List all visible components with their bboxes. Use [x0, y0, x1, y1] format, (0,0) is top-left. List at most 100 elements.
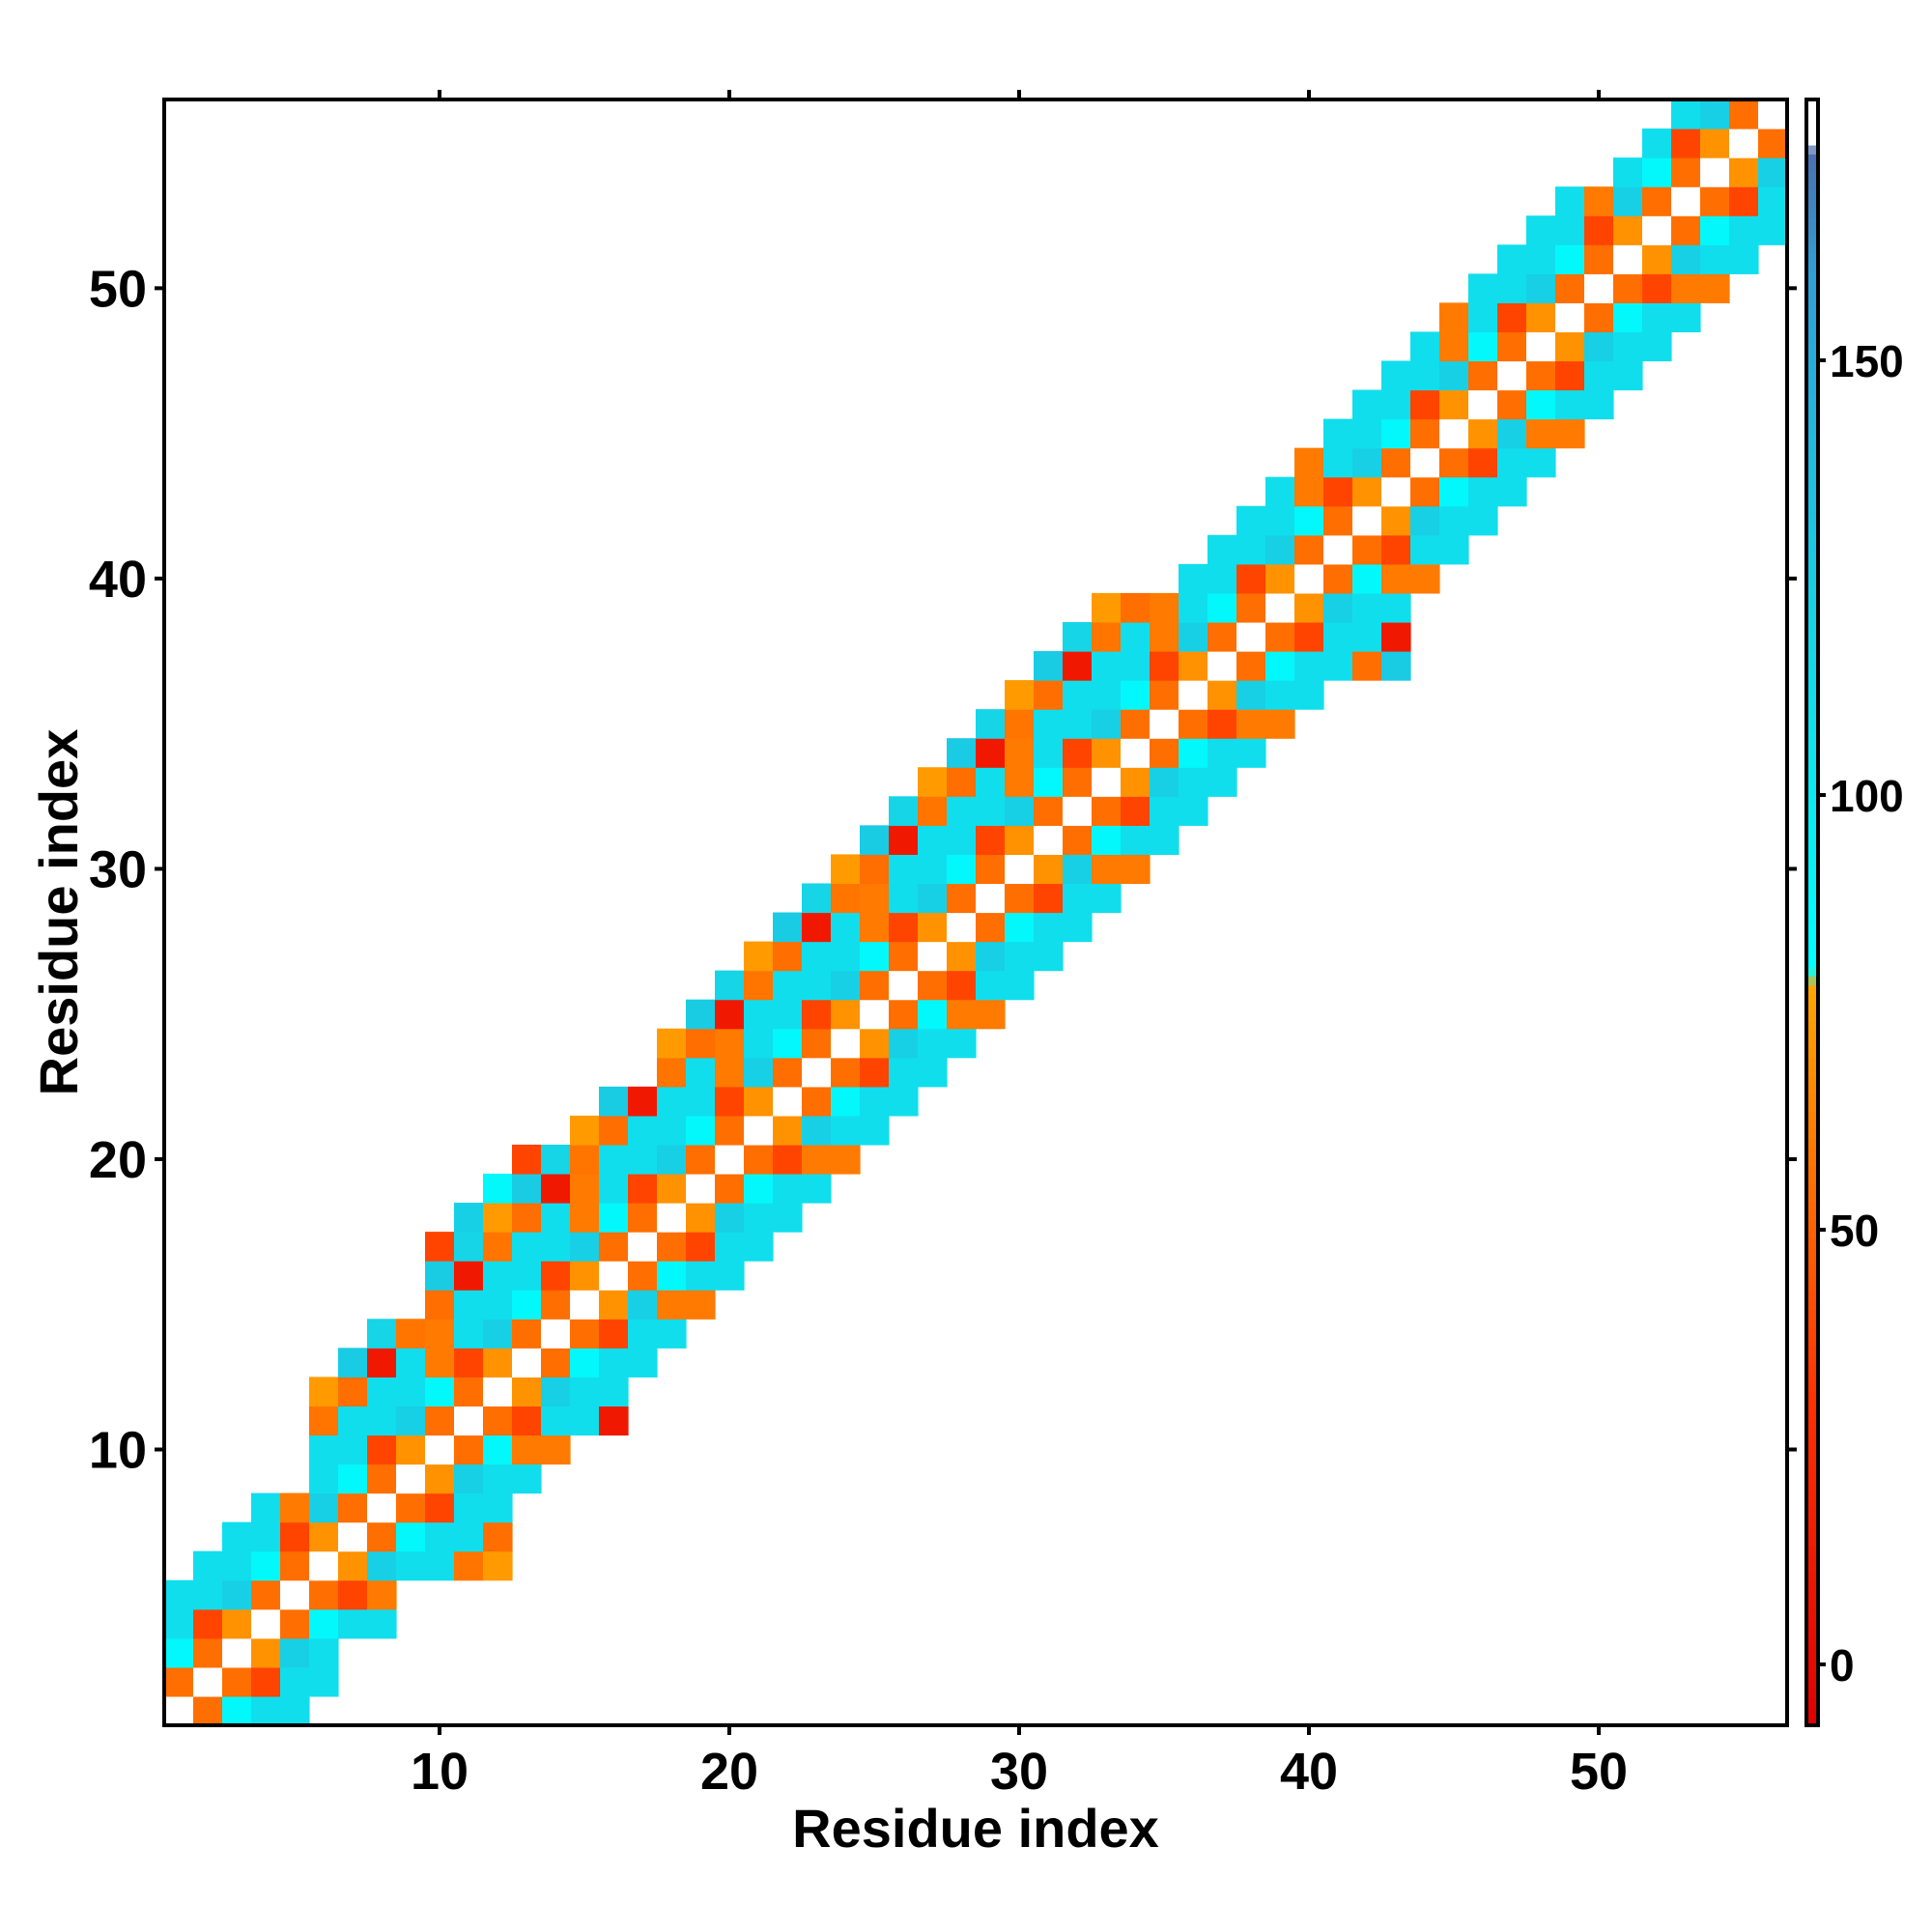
- heatmap-cell: [1323, 621, 1353, 652]
- heatmap-cell: [1150, 767, 1179, 797]
- heatmap-cell: [1034, 651, 1064, 681]
- heatmap-cell: [1294, 621, 1324, 652]
- heatmap-cell: [1584, 302, 1614, 333]
- heatmap-cell: [686, 1115, 716, 1146]
- heatmap-cell: [715, 1144, 745, 1175]
- heatmap-cell: [541, 1261, 571, 1291]
- heatmap-cell: [1613, 244, 1643, 274]
- heatmap-cell: [947, 854, 977, 885]
- colorbar-segment: [1806, 379, 1818, 389]
- heatmap-cell: [309, 1435, 339, 1465]
- heatmap-cell: [1468, 447, 1498, 478]
- heatmap-cell: [1439, 534, 1469, 565]
- heatmap-cell: [1352, 505, 1382, 536]
- heatmap-cell: [860, 825, 890, 855]
- heatmap-cell: [1150, 796, 1179, 826]
- heatmap-cell: [599, 1144, 629, 1175]
- heatmap-cell: [193, 1579, 223, 1610]
- colorbar-segment: [1806, 1128, 1818, 1140]
- colorbar-segment: [1806, 1346, 1818, 1356]
- colorbar-segment: [1806, 1264, 1818, 1275]
- heatmap-cell: [802, 999, 832, 1030]
- heatmap-cell: [1642, 273, 1672, 303]
- heatmap-cell: [1236, 534, 1266, 565]
- colorbar-segment: [1806, 650, 1818, 661]
- heatmap-cell: [1150, 709, 1179, 739]
- heatmap-cell: [918, 825, 948, 855]
- colorbar-segment: [1806, 632, 1818, 642]
- heatmap-cell: [1265, 505, 1295, 536]
- heatmap-cell: [1063, 854, 1093, 885]
- heatmap-cell: [1236, 680, 1266, 710]
- heatmap-cell: [686, 1086, 716, 1117]
- heatmap-cell: [367, 1550, 397, 1581]
- colorbar-segment: [1806, 108, 1818, 119]
- heatmap-cell: [1179, 592, 1208, 623]
- heatmap-cell: [483, 1377, 513, 1407]
- colorbar-segment: [1806, 478, 1818, 489]
- colorbar-segment: [1806, 181, 1818, 191]
- colorbar-segment: [1806, 1589, 1818, 1600]
- heatmap-cell: [454, 1290, 484, 1320]
- heatmap-cell: [744, 1144, 774, 1175]
- heatmap-cell: [251, 1695, 281, 1726]
- heatmap-cell: [831, 1086, 861, 1117]
- colorbar-segment: [1806, 1472, 1818, 1483]
- colorbar-segment: [1806, 1435, 1818, 1446]
- colorbar-segment: [1806, 1183, 1818, 1194]
- heatmap-cell: [1179, 709, 1208, 739]
- heatmap-cell: [1700, 273, 1730, 303]
- heatmap-cell: [1005, 680, 1035, 710]
- heatmap-cell: [599, 1348, 629, 1378]
- colorbar-segment: [1806, 1463, 1818, 1473]
- heatmap-cell: [686, 1173, 716, 1204]
- heatmap-cell: [454, 1463, 484, 1494]
- heatmap-cell: [512, 1463, 542, 1494]
- colorbar-segment: [1806, 289, 1818, 299]
- heatmap-cell: [1526, 360, 1556, 391]
- heatmap-cells: [164, 99, 1788, 1726]
- heatmap-cell: [1613, 331, 1643, 362]
- colorbar-segment: [1806, 189, 1818, 200]
- heatmap-cell: [193, 1695, 223, 1726]
- colorbar-segment: [1806, 1192, 1818, 1203]
- heatmap-cell: [570, 1173, 600, 1204]
- heatmap-cell: [454, 1435, 484, 1465]
- colorbar-segment: [1806, 1084, 1818, 1094]
- heatmap-cell: [483, 1261, 513, 1291]
- heatmap-cell: [222, 1550, 252, 1581]
- heatmap-cell: [657, 1173, 687, 1204]
- heatmap-cell: [976, 825, 1006, 855]
- colorbar-segment: [1806, 993, 1818, 1004]
- heatmap-cell: [744, 1203, 774, 1233]
- heatmap-cell: [1497, 447, 1527, 478]
- heatmap-cell: [483, 1406, 513, 1436]
- colorbar-segment: [1806, 1246, 1818, 1257]
- colorbar-segment: [1806, 551, 1818, 561]
- heatmap-cell: [1758, 99, 1788, 129]
- heatmap-cell: [541, 1173, 571, 1204]
- heatmap-cell: [1208, 767, 1237, 797]
- y-tick-label: 40: [89, 551, 147, 609]
- heatmap-cell: [918, 796, 948, 826]
- plot-frame: [162, 98, 1789, 1727]
- colorbar-segment: [1806, 1210, 1818, 1221]
- colorbar-segment: [1806, 713, 1818, 724]
- heatmap-cell: [1208, 709, 1237, 739]
- heatmap-cell: [1005, 854, 1035, 885]
- colorbar-segment: [1806, 532, 1818, 543]
- heatmap-cell: [628, 1348, 658, 1378]
- heatmap-cell: [918, 999, 948, 1030]
- colorbar-segment: [1806, 352, 1818, 362]
- heatmap-cell: [860, 970, 890, 1001]
- heatmap-cell: [947, 738, 977, 768]
- heatmap-cell: [483, 1319, 513, 1349]
- heatmap-cell: [1468, 505, 1498, 536]
- heatmap-cell: [1729, 215, 1759, 245]
- heatmap-cell: [483, 1173, 513, 1204]
- heatmap-cell: [773, 1173, 803, 1204]
- heatmap-cell: [831, 1115, 861, 1146]
- colorbar-segment: [1806, 1381, 1818, 1392]
- heatmap-cell: [1642, 302, 1672, 333]
- heatmap-cell: [599, 1319, 629, 1349]
